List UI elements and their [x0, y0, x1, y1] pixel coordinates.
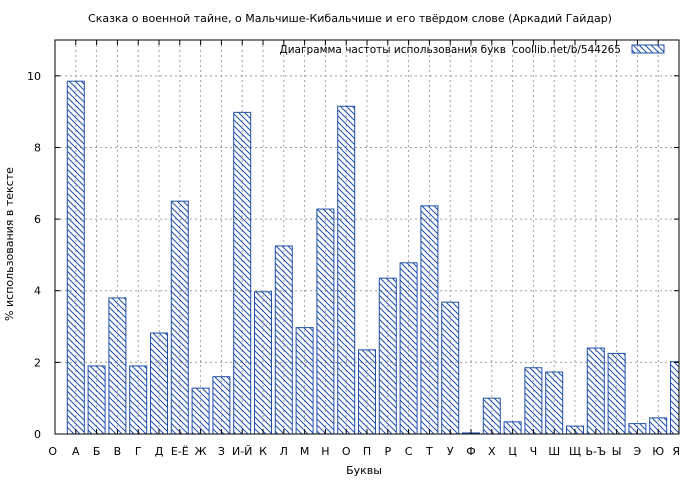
- chart-title: Сказка о военной тайне, о Мальчише-Кибал…: [88, 12, 612, 25]
- x-tick-label: Ц: [508, 445, 517, 458]
- x-tick-label: У: [447, 445, 454, 458]
- plot-frame: [54, 39, 680, 435]
- x-tick-label: Я: [672, 445, 680, 458]
- y-tick-label: 0: [34, 428, 41, 441]
- x-tick-label: Ь-Ъ: [585, 445, 606, 458]
- x-tick-label: Н: [321, 445, 329, 458]
- bar: [170, 200, 189, 435]
- x-tick-label: С: [405, 445, 413, 458]
- bar: [441, 301, 460, 435]
- bar: [607, 352, 626, 435]
- x-tick-label: Б: [93, 445, 101, 458]
- bar: [337, 105, 356, 435]
- x-tick-label: Г: [135, 445, 142, 458]
- bar: [378, 277, 397, 435]
- x-tick-label: П: [363, 445, 371, 458]
- x-tick-label: Т: [425, 445, 433, 458]
- x-tick-label: М: [300, 445, 310, 458]
- x-tick-label: Э: [634, 445, 642, 458]
- bar: [150, 332, 168, 435]
- bar: [358, 349, 376, 435]
- bar: [399, 262, 418, 435]
- x-tick-label: А: [72, 445, 80, 458]
- y-tick-label: 6: [34, 213, 41, 226]
- y-tick-label: 10: [27, 70, 41, 83]
- bar: [233, 111, 252, 435]
- x-tick-label: З: [218, 445, 225, 458]
- bar: [129, 365, 148, 435]
- x-tick-label: Ч: [530, 445, 538, 458]
- bar: [87, 365, 106, 435]
- bar: [212, 376, 231, 435]
- y-axis-label: % использования в тексте: [3, 167, 16, 321]
- bar: [316, 208, 335, 435]
- legend-label: Диаграмма частоты использования букв coo…: [280, 44, 621, 56]
- x-tick-label: О: [342, 445, 351, 458]
- y-tick-label: 8: [34, 141, 41, 154]
- y-tick-label: 2: [34, 356, 41, 369]
- x-tick-label: В: [114, 445, 122, 458]
- x-tick-label: Ш: [548, 445, 560, 458]
- x-tick-label: Ю: [652, 445, 664, 458]
- x-tick-label: Х: [488, 445, 496, 458]
- legend: Диаграмма частоты использования букв coo…: [280, 44, 665, 56]
- bar: [191, 387, 210, 435]
- y-axis-ticks: 0 2 4 6 8 10: [27, 70, 679, 441]
- x-tick-label: Ф: [466, 445, 475, 458]
- x-tick-label: Е-Ё: [171, 445, 189, 458]
- bar: [545, 371, 564, 435]
- bar: [420, 205, 439, 435]
- x-tick-label: Ы: [612, 445, 622, 458]
- x-tick-label: Щ: [569, 445, 581, 458]
- bar: [66, 80, 85, 435]
- x-tick-label: Л: [280, 445, 288, 458]
- bar: [254, 291, 272, 435]
- y-tick-label: 4: [34, 285, 41, 298]
- bar: [524, 367, 543, 435]
- legend-swatch: [631, 44, 665, 54]
- bars-group: [66, 80, 680, 435]
- x-tick-label: И-Й: [232, 445, 252, 458]
- x-tick-label: Д: [155, 445, 164, 458]
- bar: [108, 297, 127, 435]
- x-axis-label: Буквы: [346, 464, 382, 477]
- x-tick-label: О: [48, 445, 57, 458]
- x-tick-label: Ж: [195, 445, 207, 458]
- bar: [274, 245, 293, 435]
- x-axis-ticks: О А Б В Г Д Е-Ё Ж З И-Й К Л М Н О П Р С Т У Ф Х Ц Ч Ш Щ Ь-Ъ Ы Э Ю Я: [48, 40, 680, 458]
- bar: [482, 397, 501, 435]
- bar: [670, 361, 680, 435]
- x-tick-label: Р: [384, 445, 391, 458]
- bar: [295, 327, 314, 435]
- bar: [586, 347, 605, 435]
- x-tick-label: К: [259, 445, 267, 458]
